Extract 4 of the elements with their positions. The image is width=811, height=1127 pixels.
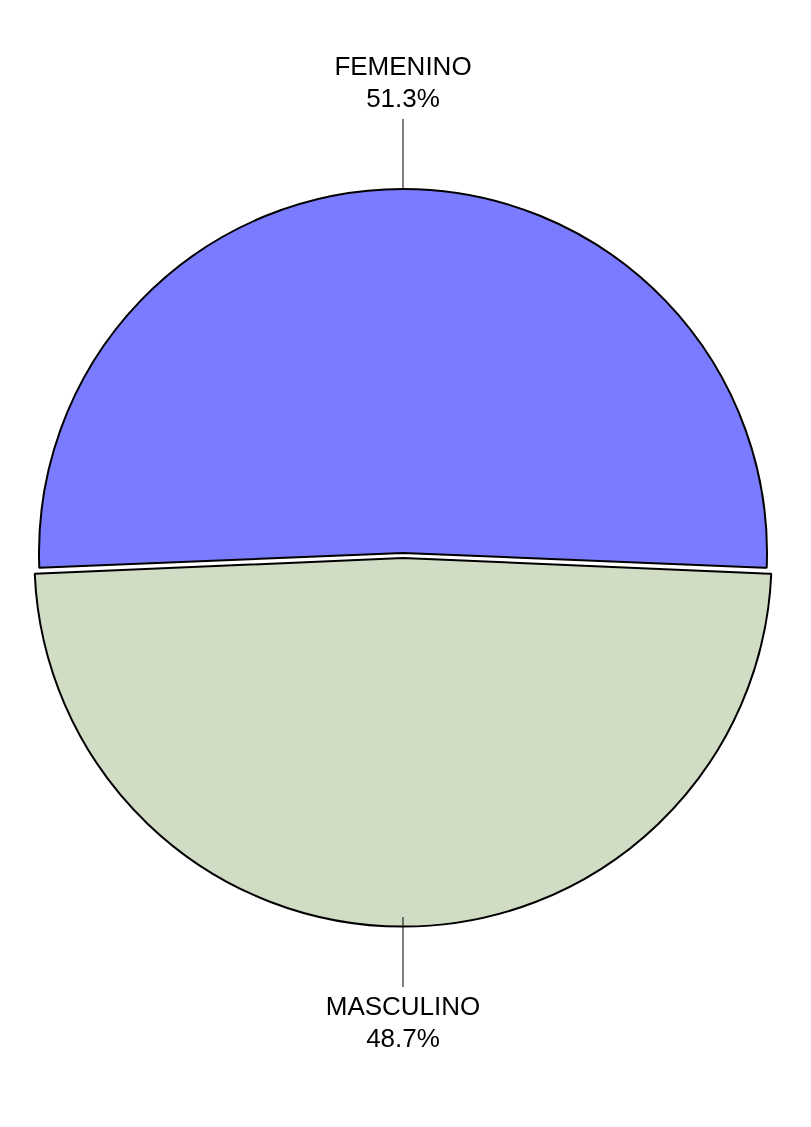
slice-label: FEMENINO (334, 51, 472, 82)
data-label: 48.7% (366, 1023, 440, 1054)
slice-label: MASCULINO (325, 991, 481, 1022)
data-label: 51.3% (366, 83, 440, 114)
